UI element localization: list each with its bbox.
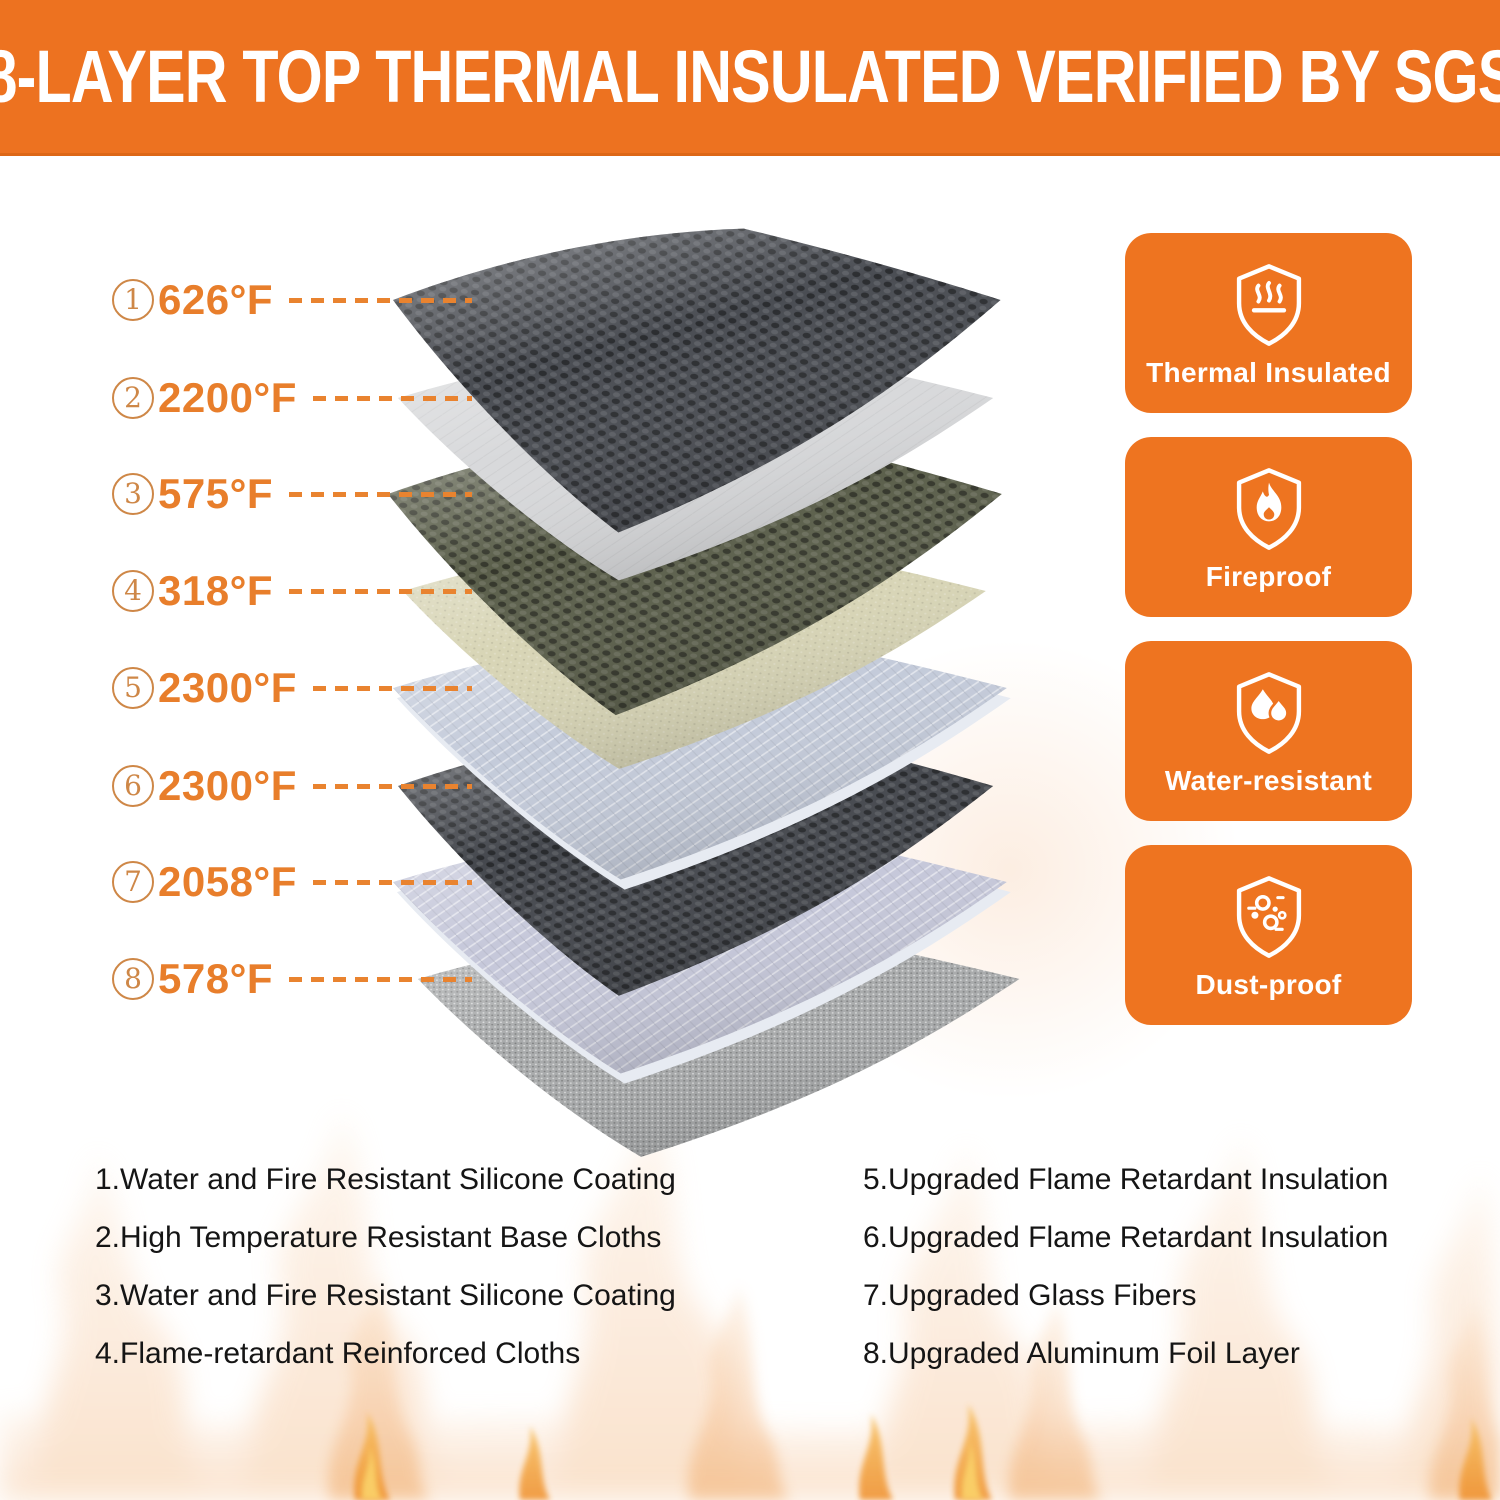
layer-temp-label: 575°F: [158, 470, 274, 517]
legend-item: 6.Upgraded Flame Retardant Insulation: [863, 1221, 1389, 1254]
layer-label-row: 2 2200°F: [112, 368, 472, 428]
layer-temp-label: 578°F: [158, 955, 274, 1002]
layer-number-badge: 7: [112, 861, 154, 903]
page-title: 8-LAYER TOP THERMAL INSULATED VERIFIED B…: [0, 35, 1500, 118]
fire-shield-icon: [1236, 468, 1301, 550]
legend-left-column: 1.Water and Fire Resistant Silicone Coat…: [95, 1151, 676, 1383]
feature-badge-thermal: Thermal Insulated: [1125, 233, 1412, 413]
layer-number-badge: 2: [112, 377, 154, 419]
layer-label-row: 8 578°F: [112, 949, 472, 1009]
legend-item: 7.Upgraded Glass Fibers: [863, 1279, 1197, 1312]
legend-item: 2.High Temperature Resistant Base Cloths: [95, 1221, 662, 1254]
layer-label-row: 7 2058°F: [112, 852, 472, 912]
layer-number-badge: 8: [112, 958, 154, 1000]
layer-label-row: 4 318°F: [112, 561, 472, 621]
leader-line: [312, 783, 472, 789]
badge-label: Dust-proof: [1195, 969, 1342, 1000]
layer-label-row: 3 575°F: [112, 464, 472, 524]
header-banner: 8-LAYER TOP THERMAL INSULATED VERIFIED B…: [0, 0, 1500, 156]
leader-line: [289, 491, 472, 497]
layer-number-badge: 3: [112, 473, 154, 515]
legend-item: 3.Water and Fire Resistant Silicone Coat…: [95, 1279, 676, 1312]
badge-label: Water-resistant: [1164, 765, 1373, 796]
leader-line: [312, 879, 472, 885]
water-shield-icon: [1236, 672, 1301, 754]
feature-badge-dust: Dust-proof: [1125, 845, 1412, 1025]
leader-line: [312, 395, 472, 401]
leader-line: [312, 685, 472, 691]
layer-label-row: 6 2300°F: [112, 756, 472, 816]
layer-number-badge: 6: [112, 765, 154, 807]
badge-label: Thermal Insulated: [1146, 357, 1391, 388]
dust-shield-icon: [1236, 876, 1301, 958]
legend-item: 1.Water and Fire Resistant Silicone Coat…: [95, 1163, 676, 1196]
legend-right-column: 5.Upgraded Flame Retardant Insulation 6.…: [863, 1151, 1388, 1383]
leader-line: [289, 976, 472, 982]
layer-number-badge: 1: [112, 279, 154, 321]
feature-badge-fireproof: Fireproof: [1125, 437, 1412, 617]
thermal-shield-icon: [1236, 264, 1301, 346]
badge-label: Fireproof: [1205, 561, 1332, 592]
material-layer-1: [393, 228, 1001, 533]
leader-line: [289, 297, 472, 303]
legend-item: 8.Upgraded Aluminum Foil Layer: [863, 1337, 1300, 1370]
layer-number-badge: 4: [112, 570, 154, 612]
legend-item: 5.Upgraded Flame Retardant Insulation: [863, 1163, 1389, 1196]
feature-badge-water: Water-resistant: [1125, 641, 1412, 821]
material-layer-2: [398, 342, 994, 581]
layer-temp-label: 2200°F: [158, 374, 297, 421]
layer-temp-label: 2058°F: [158, 858, 297, 905]
legend-item: 4.Flame-retardant Reinforced Cloths: [95, 1337, 581, 1370]
layer-number-badge: 5: [112, 667, 154, 709]
leader-line: [289, 588, 472, 594]
layer-label-row: 1 626°F: [112, 270, 472, 330]
layer-temp-label: 626°F: [158, 276, 274, 323]
layer-label-row: 5 2300°F: [112, 658, 472, 718]
layer-temp-label: 318°F: [158, 567, 274, 614]
layer-temp-label: 2300°F: [158, 762, 297, 809]
layer-temp-label: 2300°F: [158, 664, 297, 711]
